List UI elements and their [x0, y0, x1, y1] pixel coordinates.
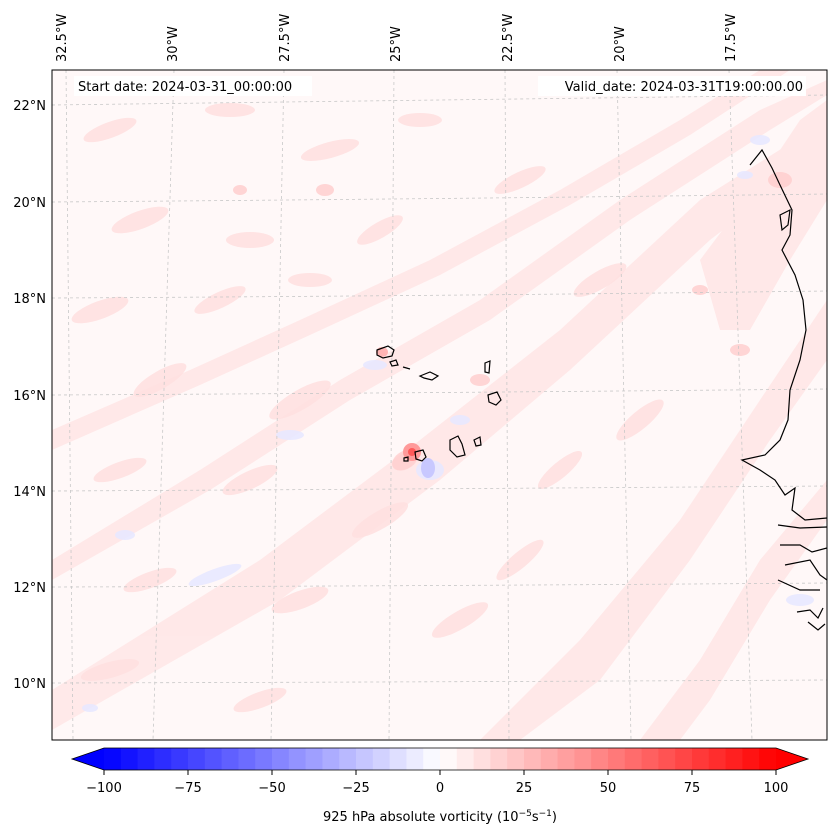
- colorbar-step: [725, 748, 743, 770]
- colorbar-step: [742, 748, 760, 770]
- colorbar-step: [490, 748, 508, 770]
- colorbar-step: [473, 748, 491, 770]
- colorbar-step: [440, 748, 458, 770]
- colorbar-step: [608, 748, 626, 770]
- valid-date-box: [538, 76, 806, 96]
- colorbar-max-extend: [776, 748, 808, 770]
- colorbar-step: [675, 748, 693, 770]
- latitude-labels: 22°N 20°N 18°N 16°N 14°N 12°N 10°N: [13, 99, 46, 692]
- colorbar-step: [708, 748, 727, 770]
- colorbar-ticks: [103, 770, 777, 775]
- colorbar-step: [255, 748, 273, 770]
- colorbar-tick-label: 75: [684, 781, 701, 796]
- colorbar-step: [507, 748, 525, 770]
- lat-label: 12°N: [13, 581, 46, 596]
- colorbar-min-extend: [72, 748, 104, 770]
- colorbar-label: 925 hPa absolute vorticity (10−5s−1): [323, 809, 557, 825]
- colorbar-step: [759, 748, 777, 770]
- colorbar-tick-label: −75: [174, 781, 201, 796]
- lon-label: 32.5°W: [55, 14, 70, 62]
- lon-label: 17.5°W: [724, 14, 739, 62]
- colorbar-tick-label: −25: [342, 781, 369, 796]
- start-date-box: [74, 76, 312, 96]
- map-frame: [51, 69, 828, 741]
- colorbar-step: [339, 748, 357, 770]
- colorbar-step: [658, 748, 676, 770]
- lat-label: 18°N: [13, 292, 46, 307]
- colorbar-step: [204, 748, 223, 770]
- colorbar-step: [221, 748, 239, 770]
- colorbar-step: [238, 748, 256, 770]
- colorbar-step: [406, 748, 424, 770]
- longitude-labels: 32.5°W 30°W 27.5°W 25°W 22.5°W 20°W 17.5…: [55, 14, 739, 62]
- colorbar-step: [624, 748, 643, 770]
- colorbar-steps: [104, 748, 777, 770]
- colorbar-tick-label: −100: [86, 781, 122, 796]
- colorbar-step: [137, 748, 155, 770]
- colorbar-step: [372, 748, 391, 770]
- colorbar-step: [641, 748, 659, 770]
- colorbar-step: [574, 748, 592, 770]
- colorbar-step: [423, 748, 441, 770]
- colorbar-step: [154, 748, 172, 770]
- colorbar-step: [456, 748, 475, 770]
- colorbar-tick-label: 25: [516, 781, 533, 796]
- colorbar-tick-label: −50: [258, 781, 285, 796]
- colorbar-tick-label: 100: [764, 781, 789, 796]
- colorbar-step: [540, 748, 559, 770]
- start-date-label: Start date: 2024-03-31_00:00:00: [78, 80, 292, 95]
- colorbar: −100 −75 −50 −25 0 25 50 75 100 925 hPa …: [70, 747, 810, 825]
- map-panel: Start date: 2024-03-31_00:00:00 Valid_da…: [13, 14, 828, 741]
- lat-label: 22°N: [13, 99, 46, 114]
- colorbar-step: [120, 748, 139, 770]
- colorbar-step: [591, 748, 609, 770]
- colorbar-step: [171, 748, 189, 770]
- colorbar-step: [188, 748, 206, 770]
- colorbar-step: [305, 748, 323, 770]
- lon-label: 25°W: [389, 26, 404, 62]
- graticule: [52, 70, 827, 740]
- colorbar-step: [322, 748, 340, 770]
- lon-label: 27.5°W: [278, 14, 293, 62]
- colorbar-tick-labels: −100 −75 −50 −25 0 25 50 75 100: [86, 781, 788, 796]
- lat-label: 16°N: [13, 389, 46, 404]
- lat-label: 14°N: [13, 485, 46, 500]
- colorbar-step: [389, 748, 407, 770]
- coastline: [376, 148, 827, 631]
- lon-label: 22.5°W: [501, 14, 516, 62]
- colorbar-step: [104, 748, 122, 770]
- colorbar-step: [557, 748, 575, 770]
- colorbar-step: [288, 748, 307, 770]
- colorbar-step: [272, 748, 290, 770]
- lat-label: 20°N: [13, 196, 46, 211]
- lon-label: 30°W: [166, 26, 181, 62]
- colorbar-step: [524, 748, 542, 770]
- colorbar-tick-label: 50: [600, 781, 617, 796]
- lat-label: 10°N: [13, 677, 46, 692]
- lon-label: 20°W: [613, 26, 628, 62]
- colorbar-tick-label: 0: [436, 781, 444, 796]
- colorbar-step: [356, 748, 374, 770]
- vorticity-field: [52, 70, 827, 740]
- valid-date-label: Valid_date: 2024-03-31T19:00:00.00: [565, 80, 803, 95]
- colorbar-step: [692, 748, 710, 770]
